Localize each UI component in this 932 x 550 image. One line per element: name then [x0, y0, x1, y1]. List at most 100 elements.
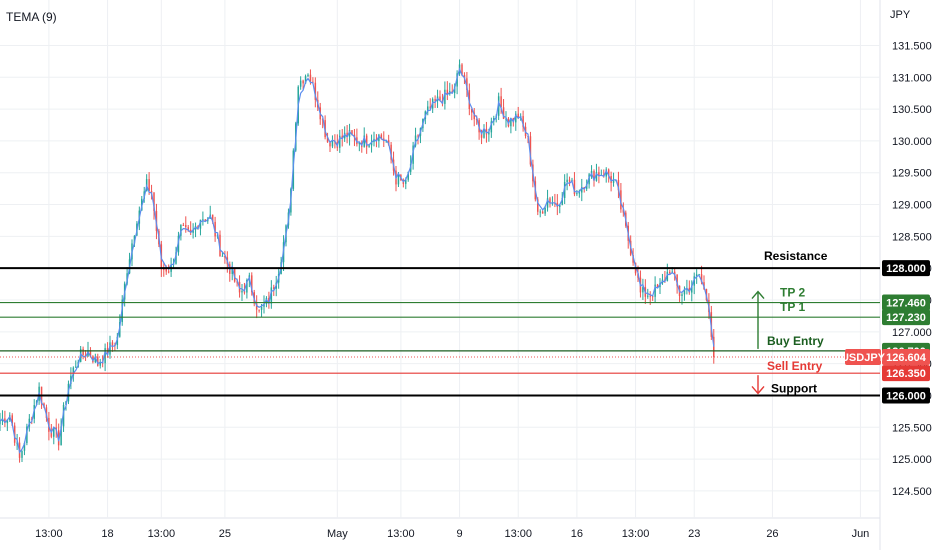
candle-body[interactable] — [265, 298, 268, 305]
candle-body[interactable] — [573, 179, 576, 195]
candle-body[interactable] — [397, 175, 400, 185]
candle-body[interactable] — [258, 309, 260, 311]
candle-body[interactable] — [405, 179, 407, 184]
candle-body[interactable] — [541, 211, 544, 214]
candle-body[interactable] — [607, 169, 610, 177]
candle-body[interactable] — [251, 275, 253, 293]
candle-body[interactable] — [522, 116, 524, 127]
candle-body[interactable] — [175, 252, 177, 264]
candle-body[interactable] — [461, 64, 463, 75]
candle-body[interactable] — [339, 135, 341, 148]
candle-body[interactable] — [463, 74, 466, 79]
candle-body[interactable] — [568, 179, 571, 182]
candle-body[interactable] — [99, 362, 101, 366]
candle-body[interactable] — [539, 211, 541, 213]
candle-body[interactable] — [246, 279, 248, 293]
candle-body[interactable] — [304, 76, 307, 84]
candle-body[interactable] — [326, 137, 329, 143]
candle-body[interactable] — [427, 106, 429, 112]
candle-body[interactable] — [302, 80, 304, 84]
candle-body[interactable] — [233, 267, 236, 282]
candle-body[interactable] — [236, 281, 238, 283]
candle-body[interactable] — [89, 350, 92, 357]
candle-body[interactable] — [0, 421, 1, 425]
candle-body[interactable] — [241, 290, 243, 293]
candle-body[interactable] — [57, 430, 60, 446]
candle-body[interactable] — [544, 207, 546, 214]
candle-body[interactable] — [211, 214, 214, 222]
candle-body[interactable] — [21, 450, 23, 458]
candle-body[interactable] — [466, 78, 468, 91]
candle-body[interactable] — [691, 285, 693, 293]
candle-body[interactable] — [6, 419, 9, 424]
candle-body[interactable] — [673, 271, 676, 275]
candle-body[interactable] — [647, 295, 649, 297]
candle-body[interactable] — [617, 180, 620, 191]
candle-body[interactable] — [260, 306, 263, 310]
candle-body[interactable] — [517, 113, 519, 119]
candle-body[interactable] — [656, 284, 659, 288]
candle-body[interactable] — [23, 443, 26, 451]
time-axis[interactable]: 13:00 18 13:00 25 May 13:00 9 13:00 16 13:00 23 26 J… — [35, 528, 869, 540]
candle-body[interactable] — [483, 128, 485, 138]
candle-body[interactable] — [642, 287, 644, 293]
candle-body[interactable] — [111, 342, 114, 345]
candle-body[interactable] — [165, 269, 167, 272]
candle-body[interactable] — [192, 229, 194, 233]
candle-body[interactable] — [529, 136, 532, 165]
candle-body[interactable] — [578, 192, 581, 194]
candle-body[interactable] — [598, 172, 600, 176]
candle-body[interactable] — [546, 198, 549, 208]
candle-body[interactable] — [378, 134, 380, 142]
candle-body[interactable] — [666, 271, 669, 281]
candle-body[interactable] — [221, 255, 224, 257]
candle-body[interactable] — [224, 255, 226, 258]
candle-body[interactable] — [700, 274, 703, 283]
candle-body[interactable] — [581, 186, 583, 193]
candle-body[interactable] — [109, 342, 111, 355]
candle-body[interactable] — [97, 356, 99, 366]
candle-body[interactable] — [329, 142, 331, 147]
candle-body[interactable] — [485, 128, 488, 135]
candle-body[interactable] — [189, 229, 192, 233]
candle-body[interactable] — [348, 130, 351, 137]
candle-body[interactable] — [185, 225, 187, 228]
candle-body[interactable] — [11, 415, 13, 426]
candle-body[interactable] — [595, 172, 598, 181]
candle-body[interactable] — [471, 109, 473, 113]
candle-body[interactable] — [417, 135, 419, 137]
candle-body[interactable] — [346, 132, 348, 137]
candle-body[interactable] — [16, 442, 18, 444]
candle-body[interactable] — [651, 296, 654, 298]
candle-body[interactable] — [312, 81, 314, 83]
candle-body[interactable] — [148, 179, 150, 192]
candle-body[interactable] — [593, 170, 595, 181]
candle-body[interactable] — [561, 197, 563, 205]
candle-body[interactable] — [53, 427, 55, 437]
candle-body[interactable] — [676, 274, 678, 286]
candle-body[interactable] — [358, 142, 361, 145]
candle-body[interactable] — [444, 89, 446, 104]
candle-body[interactable] — [307, 74, 309, 77]
candle-body[interactable] — [365, 135, 368, 147]
candle-body[interactable] — [698, 274, 700, 276]
candle-body[interactable] — [453, 86, 456, 94]
candle-body[interactable] — [231, 267, 233, 274]
candle-body[interactable] — [549, 198, 551, 204]
candle-body[interactable] — [314, 82, 317, 100]
candle-body[interactable] — [153, 192, 155, 211]
candle-body[interactable] — [713, 336, 715, 358]
candle-body[interactable] — [363, 135, 365, 147]
candle-body[interactable] — [299, 80, 302, 87]
candle-body[interactable] — [390, 144, 392, 160]
candle-body[interactable] — [439, 96, 441, 101]
candle-body[interactable] — [446, 89, 449, 95]
candle-body[interactable] — [434, 99, 436, 101]
candle-body[interactable] — [583, 186, 585, 189]
candle-body[interactable] — [133, 235, 136, 244]
candle-body[interactable] — [50, 431, 53, 437]
candle-body[interactable] — [429, 106, 431, 109]
candle-body[interactable] — [167, 271, 170, 273]
candle-body[interactable] — [537, 199, 539, 212]
